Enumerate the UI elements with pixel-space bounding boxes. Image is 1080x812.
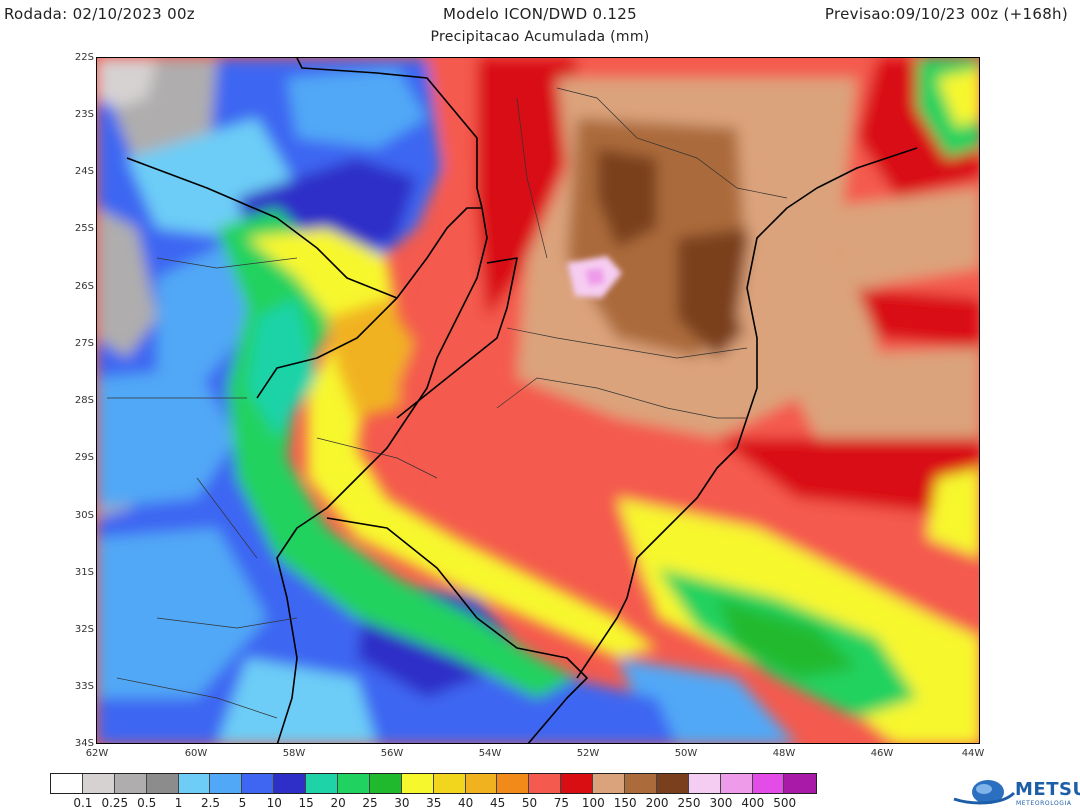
- lon-label: 52W: [576, 748, 600, 759]
- lat-label: 27S: [74, 338, 94, 349]
- lon-label: 56W: [380, 748, 404, 759]
- colorbar-swatch: [306, 774, 339, 793]
- colorbar-swatch: [114, 774, 147, 793]
- colorbar-swatch: [720, 774, 753, 793]
- lat-label: 31S: [74, 567, 94, 578]
- forecast-time-label: Previsao:09/10/23 00z (+168h): [824, 5, 1068, 23]
- logo-tagline: METEOROLOGIA: [1016, 800, 1072, 807]
- colorbar-swatch: [465, 774, 498, 793]
- precipitation-field: [97, 58, 979, 743]
- lon-label: 62W: [85, 748, 109, 759]
- colorbar-swatch: [338, 774, 370, 793]
- colorbar-swatch: [688, 774, 721, 793]
- colorbar-swatch: [146, 774, 179, 793]
- lat-label: 23S: [74, 109, 94, 120]
- colorbar-level-label: 15: [298, 796, 314, 810]
- colorbar-level-label: 45: [489, 796, 506, 810]
- colorbar-swatch: [784, 774, 817, 793]
- lat-label: 26S: [74, 281, 94, 292]
- lon-label: 60W: [184, 748, 208, 759]
- lon-label: 44W: [961, 748, 985, 759]
- colorbar-level-label: 0.25: [101, 796, 129, 810]
- colorbar-level-label: 150: [613, 796, 637, 810]
- colorbar-level-label: 5: [238, 796, 247, 810]
- colorbar-swatch: [369, 774, 402, 793]
- colorbar-level-label: 20: [330, 796, 346, 810]
- colorbar-level-label: 300: [709, 796, 733, 810]
- lon-label: 50W: [674, 748, 698, 759]
- colorbar-swatch: [625, 774, 657, 793]
- lat-label: 25S: [74, 223, 94, 234]
- colorbar-swatch: [593, 774, 626, 793]
- precipitation-colorbar: [50, 773, 818, 794]
- colorbar-level-label: 35: [426, 796, 442, 810]
- lat-label: 30S: [74, 510, 94, 521]
- colorbar-level-label: 200: [645, 796, 669, 810]
- lat-label: 33S: [74, 681, 94, 692]
- colorbar-level-label: 30: [394, 796, 410, 810]
- colorbar-level-label: 2.5: [200, 796, 221, 810]
- colorbar-swatch: [210, 774, 243, 793]
- colorbar-swatch: [752, 774, 785, 793]
- model-title: Modelo ICON/DWD 0.125: [443, 5, 637, 23]
- precipitation-map: [96, 57, 980, 744]
- colorbar-level-label: 25: [362, 796, 378, 810]
- colorbar-level-label: 400: [741, 796, 765, 810]
- colorbar-swatch: [497, 774, 530, 793]
- lon-label: 54W: [478, 748, 502, 759]
- colorbar-swatch: [51, 774, 83, 793]
- lat-label: 32S: [74, 624, 94, 635]
- colorbar-swatch: [178, 774, 211, 793]
- colorbar-level-label: 500: [773, 796, 797, 810]
- colorbar-swatch: [656, 774, 689, 793]
- colorbar-swatch: [561, 774, 594, 793]
- run-time-label: Rodada: 02/10/2023 00z: [4, 5, 195, 23]
- colorbar-level-label: 1: [174, 796, 183, 810]
- colorbar-swatch: [401, 774, 434, 793]
- colorbar-swatch: [82, 774, 115, 793]
- metsul-globe-icon: [953, 780, 1016, 805]
- lon-label: 48W: [772, 748, 796, 759]
- lat-label: 29S: [74, 452, 94, 463]
- lat-label: 28S: [74, 395, 94, 406]
- colorbar-level-label: 75: [553, 796, 570, 810]
- lat-label: 22S: [74, 52, 94, 63]
- colorbar-swatch: [274, 774, 307, 793]
- logo-name: METSUL: [1015, 779, 1080, 800]
- lon-label: 58W: [282, 748, 306, 759]
- lon-label: 46W: [870, 748, 894, 759]
- colorbar-level-label: 0.5: [137, 796, 157, 810]
- map-subtitle: Precipitacao Acumulada (mm): [430, 29, 650, 45]
- colorbar-level-label: 250: [677, 796, 701, 810]
- colorbar-level-label: 50: [521, 796, 538, 810]
- colorbar-swatch: [433, 774, 466, 793]
- colorbar-swatch: [242, 774, 275, 793]
- colorbar-swatch: [529, 774, 562, 793]
- lat-label: 34S: [74, 738, 94, 749]
- lat-label: 24S: [74, 166, 94, 177]
- colorbar-level-label: 0.1: [73, 796, 93, 810]
- colorbar-level-label: 40: [458, 796, 474, 810]
- colorbar-level-label: 100: [581, 796, 605, 810]
- colorbar-level-label: 10: [266, 796, 282, 810]
